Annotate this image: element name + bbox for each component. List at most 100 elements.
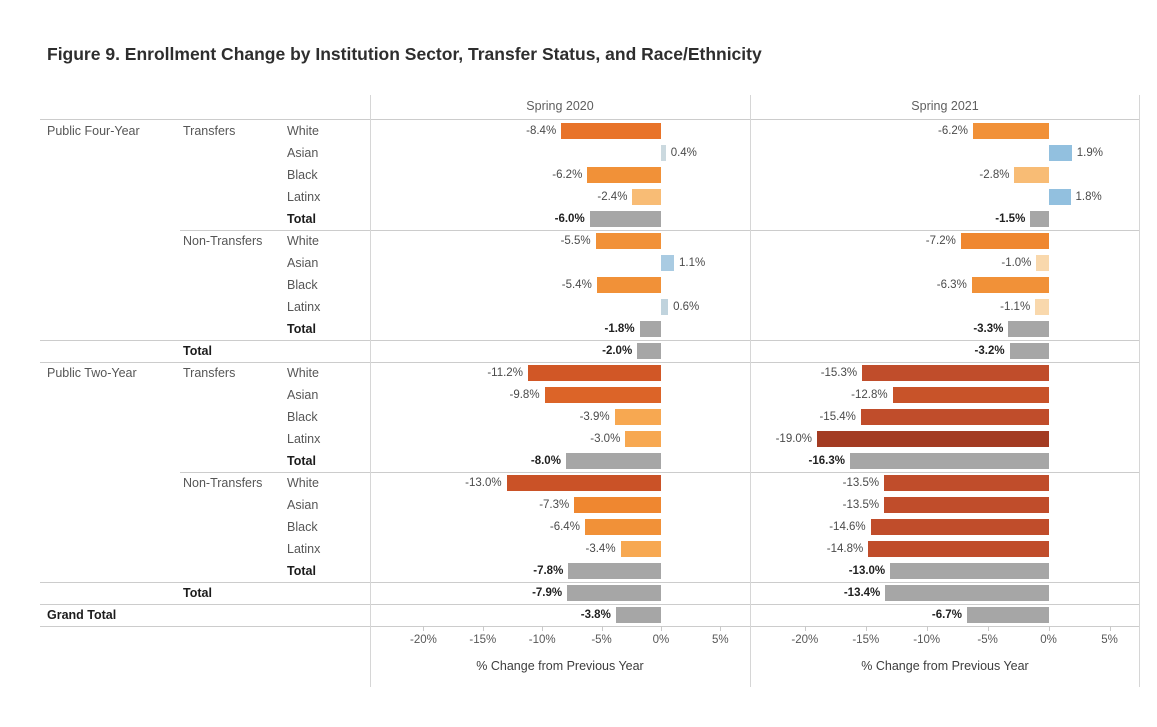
value-label: 0.6% — [673, 300, 700, 313]
value-label: -5.4% — [561, 278, 592, 291]
bar[interactable] — [1036, 255, 1049, 271]
bar[interactable] — [584, 519, 661, 535]
bar-cell: -2.8% — [750, 164, 1140, 186]
bar-cell: -15.4% — [750, 406, 1140, 428]
value-label: -15.3% — [820, 366, 858, 379]
bar[interactable] — [890, 563, 1049, 579]
bar[interactable] — [544, 387, 661, 403]
axis-tick-label: -15% — [469, 634, 497, 646]
bar[interactable] — [589, 211, 661, 227]
bar[interactable] — [625, 431, 661, 447]
chart-rows: Public Four-Year Transfers White -8.4% -6.2%… — [40, 120, 1140, 627]
bar[interactable] — [632, 189, 661, 205]
bar[interactable] — [960, 233, 1049, 249]
bar[interactable] — [892, 387, 1049, 403]
axis-tick — [660, 626, 662, 631]
table-row: Latinx 0.6% -1.1% — [40, 296, 1140, 318]
bar[interactable] — [506, 475, 661, 491]
bar[interactable] — [1048, 145, 1072, 161]
bar[interactable] — [971, 277, 1049, 293]
bar-cell: 1.1% — [370, 252, 750, 274]
value-label: -1.5% — [995, 212, 1026, 225]
bar[interactable] — [568, 563, 661, 579]
bar[interactable] — [860, 409, 1049, 425]
table-row: Public Four-Year Transfers White -8.4% -6.2% — [40, 120, 1140, 142]
axis-tick-label: 0% — [1040, 634, 1057, 646]
panel-header-row: Spring 2020 Spring 2021 — [40, 95, 1140, 120]
bar[interactable] — [660, 299, 669, 315]
bar[interactable] — [862, 365, 1049, 381]
row-separator — [180, 230, 1140, 231]
bar-cell: -7.8% — [370, 560, 750, 582]
bar[interactable] — [966, 607, 1049, 623]
race-label: Latinx — [287, 190, 321, 204]
table-row: Total -7.9% -13.4% — [40, 582, 1140, 604]
bar[interactable] — [884, 497, 1049, 513]
bar[interactable] — [817, 431, 1049, 447]
bar[interactable] — [1009, 343, 1049, 359]
table-row: Total -1.8% -3.3% — [40, 318, 1140, 340]
bar[interactable] — [1014, 167, 1049, 183]
bar-cell: -15.3% — [750, 362, 1140, 384]
bar[interactable] — [620, 541, 661, 557]
bar[interactable] — [561, 123, 661, 139]
bar-cell: -2.4% — [370, 186, 750, 208]
x-axis-title-spring-2020: % Change from Previous Year — [476, 659, 644, 673]
table-row: Latinx -3.0% -19.0% — [40, 428, 1140, 450]
race-label: Black — [287, 520, 318, 534]
bar[interactable] — [587, 167, 661, 183]
bar[interactable] — [885, 585, 1049, 601]
bar[interactable] — [1030, 211, 1049, 227]
table-row: Black -6.4% -14.6% — [40, 516, 1140, 538]
bar-cell: 0.4% — [370, 142, 750, 164]
value-label: -1.1% — [1000, 300, 1031, 313]
bar[interactable] — [614, 409, 661, 425]
axis-tick-label: -10% — [528, 634, 556, 646]
bar[interactable] — [884, 475, 1049, 491]
bar[interactable] — [868, 541, 1049, 557]
value-label: -15.4% — [819, 410, 856, 423]
row-separator — [40, 362, 1140, 363]
bar-cell: -14.8% — [750, 538, 1140, 560]
bar[interactable] — [973, 123, 1049, 139]
table-row: Total -7.8% -13.0% — [40, 560, 1140, 582]
value-label: -3.4% — [585, 542, 616, 555]
bar[interactable] — [596, 277, 661, 293]
bar[interactable] — [567, 585, 661, 601]
sector-label: Grand Total — [47, 608, 117, 622]
bar[interactable] — [1048, 189, 1071, 205]
bar[interactable] — [574, 497, 661, 513]
axis-tick — [542, 626, 544, 631]
x-axis-spring-2020: % Change from Previous Year -20% -15% -10%… — [370, 626, 750, 688]
bar[interactable] — [1008, 321, 1049, 337]
bar[interactable] — [527, 365, 661, 381]
value-label: -9.8% — [509, 388, 540, 401]
bar[interactable] — [870, 519, 1049, 535]
bar-cell: -3.4% — [370, 538, 750, 560]
race-label: Latinx — [287, 300, 321, 314]
bar-cell: -6.3% — [750, 274, 1140, 296]
bar[interactable] — [660, 145, 666, 161]
bar[interactable] — [637, 343, 661, 359]
race-label: White — [287, 366, 319, 380]
table-row: Public Two-Year Transfers White -11.2% -15.3… — [40, 362, 1140, 384]
axis-tick — [423, 626, 425, 631]
bar[interactable] — [565, 453, 661, 469]
bar[interactable] — [1035, 299, 1049, 315]
chart-table: Spring 2020 Spring 2021 Public Four-Year… — [40, 95, 1140, 687]
table-row: Non-Transfers White -13.0% -13.5% — [40, 472, 1140, 494]
bar-cell: -9.8% — [370, 384, 750, 406]
bar[interactable] — [660, 255, 674, 271]
value-label: -8.4% — [526, 124, 557, 137]
table-row: Non-Transfers White -5.5% -7.2% — [40, 230, 1140, 252]
bar[interactable] — [595, 233, 661, 249]
bar[interactable] — [639, 321, 661, 337]
axis-tick-label: 5% — [712, 634, 729, 646]
bar[interactable] — [849, 453, 1049, 469]
axis-tick-label: -20% — [410, 634, 437, 646]
row-separator — [40, 582, 1140, 583]
value-label: -13.0% — [465, 476, 502, 489]
race-label: Total — [287, 322, 316, 336]
bar[interactable] — [615, 607, 661, 623]
